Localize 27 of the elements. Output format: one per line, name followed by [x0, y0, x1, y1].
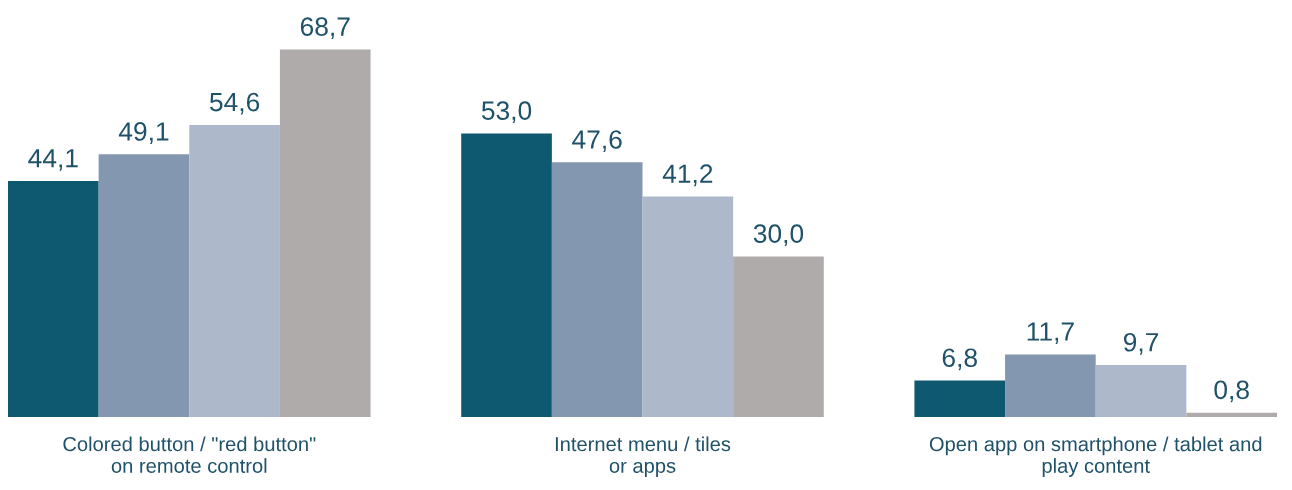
data-label: 68,7 [300, 17, 350, 40]
x-tick-label: Colored button / "red button" on remote control [63, 436, 316, 473]
bar [8, 181, 99, 417]
bar [461, 133, 552, 417]
data-label: 49,1 [118, 122, 169, 144]
bar [642, 196, 734, 417]
x-tick-label: Internet menu / tiles or apps [555, 436, 731, 477]
bar [733, 256, 824, 417]
data-label: 6,8 [942, 348, 977, 371]
data-label: 54,6 [209, 92, 260, 115]
data-label: 30,0 [753, 224, 804, 247]
data-label: 44,1 [28, 149, 78, 171]
x-tick-label: Open app on smartphone / tablet and play content [929, 436, 1262, 477]
bar [1005, 354, 1096, 417]
data-label: 53,0 [481, 101, 532, 124]
bar [914, 380, 1006, 417]
bar [189, 124, 280, 417]
data-label: 47,6 [572, 130, 622, 152]
data-label: 9,7 [1123, 332, 1159, 355]
data-label: 41,2 [662, 164, 713, 187]
data-label: 11,7 [1027, 322, 1074, 344]
data-label: 0,8 [1214, 380, 1249, 403]
bar [98, 154, 190, 417]
bar [279, 49, 371, 417]
bar [551, 162, 643, 417]
bar [1095, 365, 1187, 417]
bar [1186, 412, 1277, 417]
